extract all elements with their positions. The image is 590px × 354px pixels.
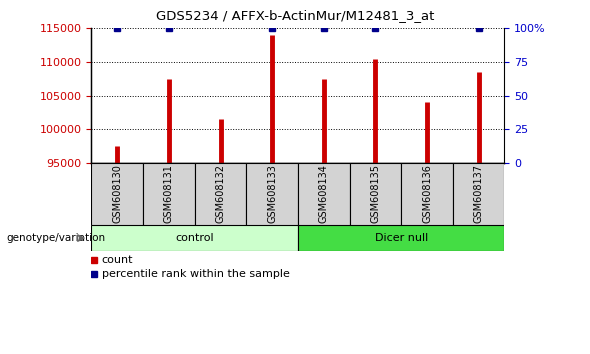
Bar bbox=[91, 225, 298, 251]
Text: control: control bbox=[175, 233, 214, 243]
Text: GSM608132: GSM608132 bbox=[215, 164, 225, 223]
Text: GDS5234 / AFFX-b-ActinMur/M12481_3_at: GDS5234 / AFFX-b-ActinMur/M12481_3_at bbox=[156, 9, 434, 22]
Text: GSM608133: GSM608133 bbox=[267, 164, 277, 223]
Text: GSM608136: GSM608136 bbox=[422, 164, 432, 223]
Bar bbox=[143, 163, 195, 225]
Bar bbox=[195, 163, 247, 225]
Bar bbox=[349, 163, 401, 225]
Text: Dicer null: Dicer null bbox=[375, 233, 428, 243]
Bar bbox=[453, 163, 504, 225]
Bar bbox=[247, 163, 298, 225]
Text: genotype/variation: genotype/variation bbox=[6, 233, 105, 243]
Text: GSM608130: GSM608130 bbox=[112, 164, 122, 223]
Bar bbox=[298, 163, 349, 225]
Text: GSM608137: GSM608137 bbox=[474, 164, 484, 223]
Text: GSM608131: GSM608131 bbox=[164, 164, 174, 223]
Bar bbox=[298, 225, 504, 251]
Bar bbox=[91, 163, 143, 225]
Text: count: count bbox=[101, 255, 133, 265]
Text: percentile rank within the sample: percentile rank within the sample bbox=[101, 269, 290, 279]
Text: GSM608134: GSM608134 bbox=[319, 164, 329, 223]
Text: GSM608135: GSM608135 bbox=[371, 164, 381, 223]
Bar bbox=[401, 163, 453, 225]
